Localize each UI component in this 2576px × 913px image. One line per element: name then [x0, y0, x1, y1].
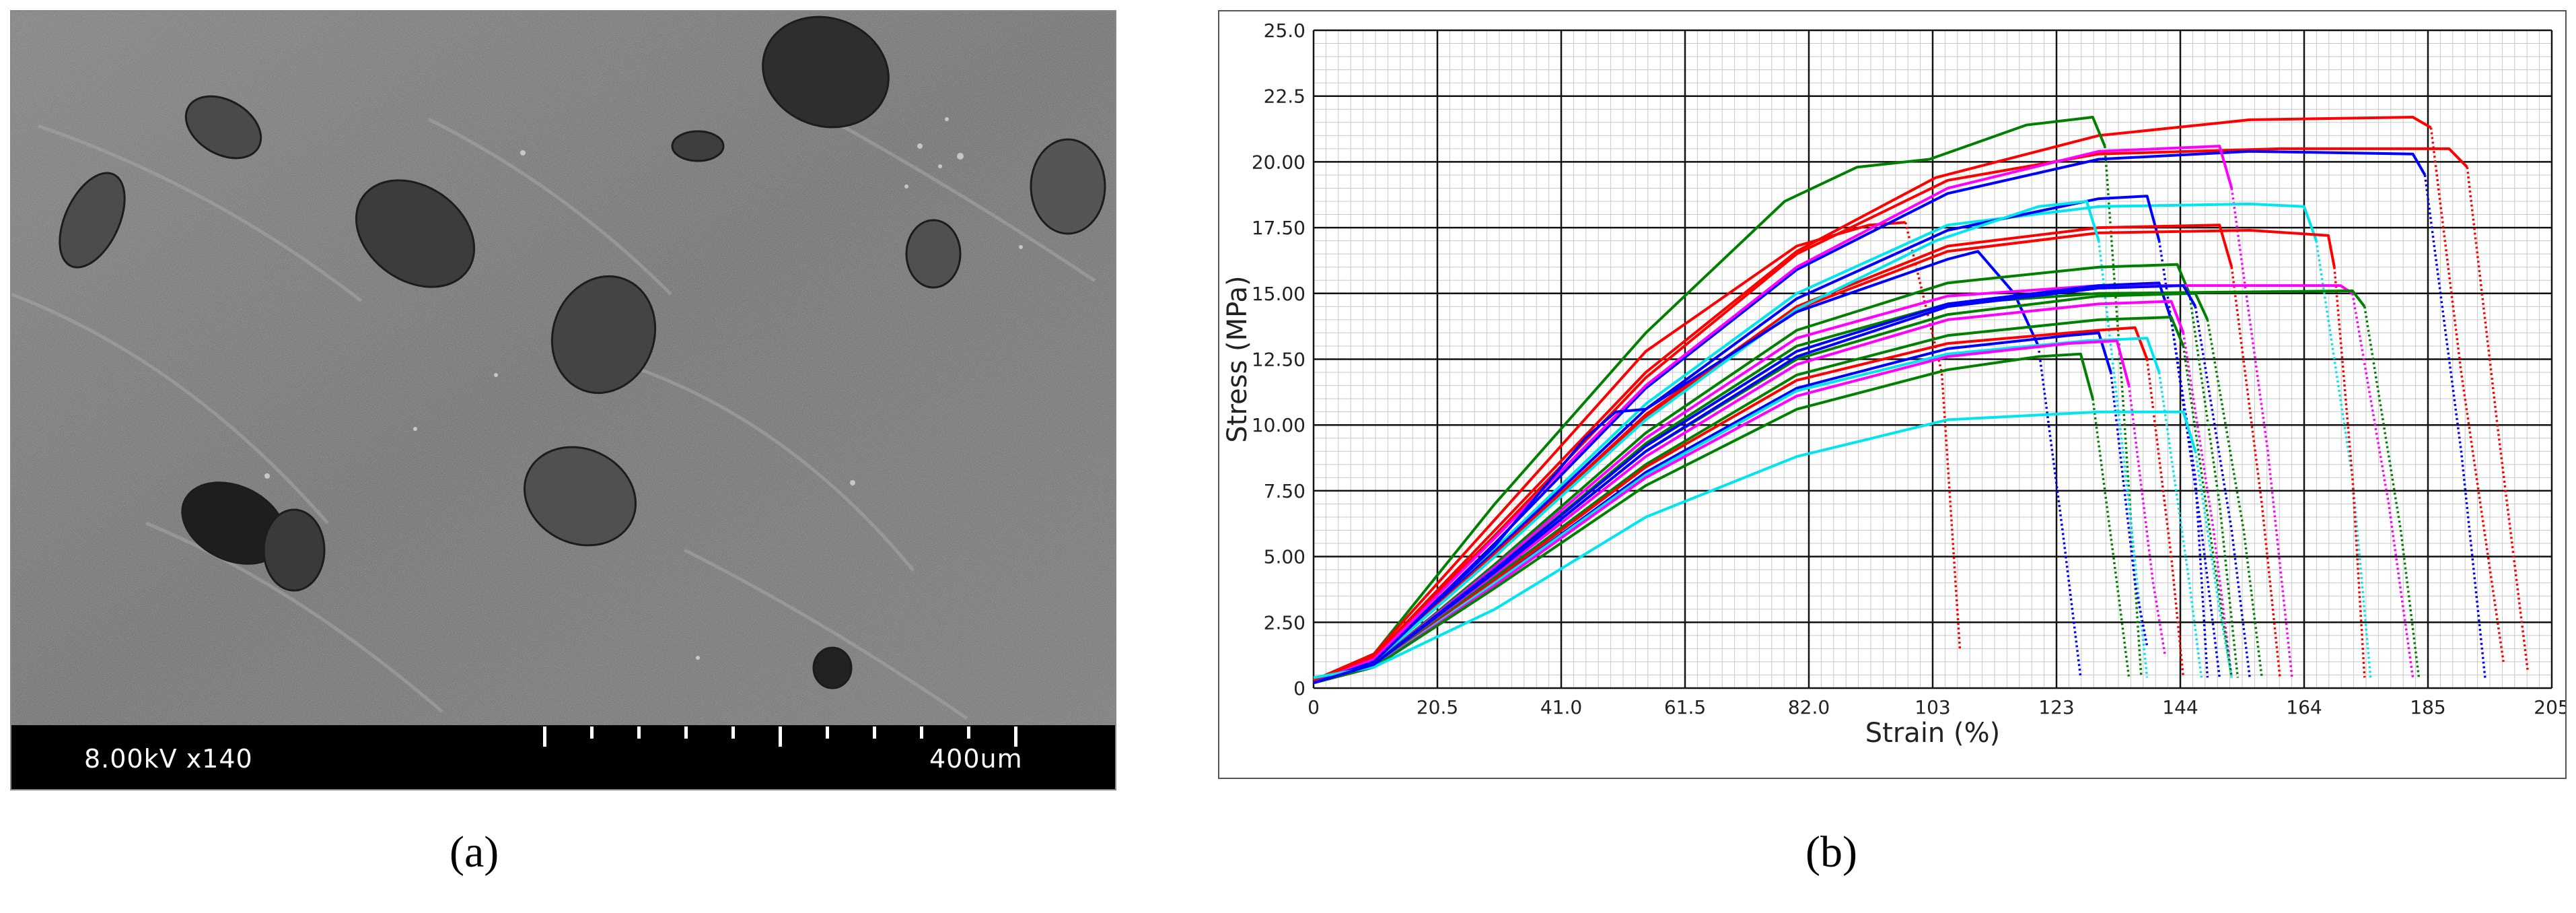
stress-strain-chart: 0 20.5 41.0 61.5 82.0 103 123 144 164 185 205 0 2.5… — [1218, 10, 2567, 779]
y-tick-label: 0 — [1293, 677, 1305, 700]
series-failure-11 — [2098, 240, 2149, 678]
x-tick-label: 185 — [2410, 696, 2445, 718]
y-tick-label: 25.0 — [1264, 20, 1305, 42]
x-tick-label: 82.0 — [1788, 696, 1830, 718]
x-tick-labels: 0 20.5 41.0 61.5 82.0 103 123 144 164 185 205 — [1308, 696, 2565, 718]
series-line-1 — [1313, 116, 2432, 682]
series-failure-17 — [2206, 319, 2263, 678]
x-axis-title: Strain (%) — [1865, 718, 2000, 749]
x-tick-label: 205 — [2534, 696, 2565, 718]
series-line-24 — [1313, 352, 2094, 685]
sem-info-bar: 8.00kV x140 400um — [11, 725, 1115, 789]
series-failure-25 — [2194, 451, 2233, 678]
series-failure-13 — [2188, 293, 2240, 678]
caption-b: (b) — [1805, 827, 1857, 877]
series-failure-12 — [2037, 345, 2082, 678]
y-tick-label: 17.50 — [1252, 217, 1305, 239]
x-tick-label: 123 — [2038, 696, 2074, 718]
series-failure-1 — [2429, 127, 2505, 663]
series-failure-18 — [2182, 333, 2233, 678]
series-failure-10 — [2230, 267, 2281, 678]
y-tick-label: 5.00 — [1264, 546, 1305, 568]
series-failure-14 — [2351, 293, 2414, 678]
x-tick-label: 41.0 — [1540, 696, 1582, 718]
caption-a: (a) — [450, 827, 499, 877]
series-failure-15 — [2363, 306, 2421, 678]
series-failure-5 — [2423, 174, 2487, 681]
series-line-9 — [1313, 229, 2336, 685]
series-failure-22 — [2157, 372, 2203, 678]
series-line-4 — [1313, 147, 2468, 682]
series-layer — [1313, 116, 2529, 685]
series-line-12 — [1313, 250, 2040, 685]
series-failure-16 — [2170, 319, 2221, 678]
series-failure-19 — [2182, 345, 2233, 678]
series-failure-20 — [2145, 359, 2185, 678]
series-line-19 — [1313, 316, 2185, 685]
x-tick-label: 61.5 — [1664, 696, 1706, 718]
series-line-11 — [1313, 200, 2100, 685]
scale-bar-ticks — [543, 725, 1041, 752]
series-line-25 — [1313, 410, 2197, 679]
major-grid — [1312, 29, 2553, 689]
series-line-6 — [1313, 145, 2233, 685]
y-axis-title: Stress (MPa) — [1222, 275, 1253, 442]
series-line-17 — [1313, 292, 2209, 685]
series-failure-23 — [2127, 385, 2167, 657]
y-tick-label: 7.50 — [1264, 480, 1305, 502]
chart-svg: 0 20.5 41.0 61.5 82.0 103 123 144 164 185 205 0 2.5… — [1222, 20, 2565, 749]
series-failure-8 — [2157, 240, 2209, 678]
y-tick-label: 15.00 — [1252, 283, 1305, 305]
y-tick-label: 12.50 — [1252, 349, 1305, 371]
y-tick-label: 20.00 — [1252, 151, 1305, 173]
series-line-2 — [1313, 116, 2106, 682]
x-tick-label: 164 — [2286, 696, 2322, 718]
x-tick-label: 144 — [2162, 696, 2198, 718]
series-failure-7 — [2315, 240, 2372, 678]
series-failure-21 — [2110, 372, 2149, 646]
series-failure-24 — [2091, 398, 2131, 678]
series-line-7 — [1313, 202, 2318, 685]
y-tick-label: 2.50 — [1264, 611, 1305, 634]
x-tick-label: 103 — [1915, 696, 1950, 718]
series-failure-6 — [2230, 188, 2293, 678]
sem-voltage-magnification: 8.00kV x140 — [84, 744, 253, 774]
x-tick-label: 0 — [1308, 696, 1320, 718]
sem-scale-label: 400um — [929, 744, 1023, 774]
series-failure-4 — [2466, 166, 2529, 670]
series-failure-26 — [2194, 306, 2251, 678]
x-tick-label: 20.5 — [1417, 696, 1458, 718]
fracture-surface-image — [11, 11, 1115, 725]
y-tick-label: 22.5 — [1264, 86, 1305, 108]
y-tick-label: 10.00 — [1252, 414, 1305, 436]
series-failure-9 — [2333, 267, 2366, 678]
sem-micrograph: 8.00kV x140 400um — [10, 10, 1116, 790]
y-tick-labels: 0 2.50 5.00 7.50 10.00 12.50 15.00 17.50 20.00 22… — [1252, 20, 1305, 700]
series-line-3 — [1313, 221, 1906, 682]
series-line-26 — [1313, 284, 2197, 685]
